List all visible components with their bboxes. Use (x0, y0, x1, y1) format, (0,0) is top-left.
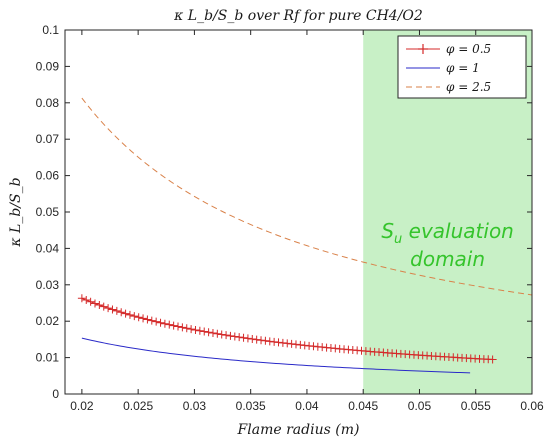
y-tick-label: 0.09 (36, 59, 60, 73)
y-tick-label: 0.02 (36, 314, 60, 328)
chart-title: κ L_b/S_b over Rf for pure CH4/O2 (173, 8, 423, 24)
x-tick-label: 0.025 (123, 399, 153, 413)
y-tick-label: 0.07 (36, 132, 60, 146)
y-tick-label: 0.05 (36, 205, 60, 219)
x-tick-label: 0.06 (520, 399, 544, 413)
x-tick-label: 0.055 (461, 399, 491, 413)
y-tick-label: 0.03 (36, 278, 60, 292)
y-tick-label: 0.04 (36, 241, 60, 255)
y-tick-label: 0.01 (36, 351, 60, 365)
legend-label-1: φ = 1 (446, 61, 480, 75)
y-tick-label: 0.08 (36, 96, 60, 110)
x-tick-label: 0.035 (236, 399, 266, 413)
y-tick-label: 0.06 (36, 169, 60, 183)
x-tick-label: 0.05 (408, 399, 432, 413)
y-axis-label: κ L_b/S_b (8, 177, 24, 247)
x-tick-label: 0.02 (70, 399, 94, 413)
y-tick-label: 0 (52, 387, 59, 401)
legend-label-2: φ = 2.5 (446, 80, 491, 94)
x-tick-label: 0.045 (348, 399, 378, 413)
legend-label-0: φ = 0.5 (446, 42, 491, 56)
annotation-line-2: domain (410, 247, 485, 271)
x-tick-label: 0.04 (295, 399, 319, 413)
x-tick-label: 0.03 (183, 399, 207, 413)
x-axis-label: Flame radius (m) (237, 422, 360, 438)
y-tick-label: 0.1 (42, 23, 59, 37)
